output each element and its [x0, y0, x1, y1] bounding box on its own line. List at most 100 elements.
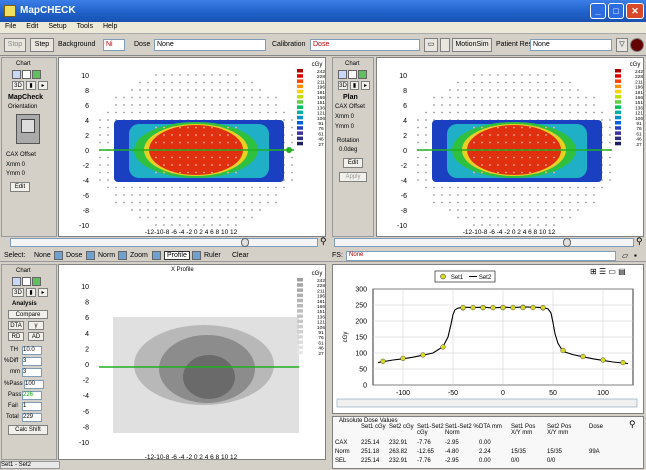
detector-dot [107, 171, 109, 174]
zoom-icon[interactable]: ⚲ [636, 236, 643, 246]
record-icon[interactable] [630, 38, 644, 52]
view-icon[interactable]: ▮ [26, 81, 36, 90]
minimize-button[interactable]: _ [590, 3, 606, 19]
detector-dot [513, 201, 515, 204]
close-button[interactable]: ✕ [626, 3, 644, 19]
scroll-thumb[interactable] [563, 238, 571, 247]
expand-icon[interactable]: ⊞ [590, 267, 597, 276]
3d-button[interactable]: 3D [338, 81, 348, 90]
table-icon[interactable] [348, 70, 357, 79]
folder-icon[interactable]: ▱ [622, 251, 629, 260]
patient-field[interactable]: None [530, 39, 612, 51]
stop-button[interactable]: Stop [4, 38, 26, 52]
ad-button[interactable]: AD [28, 332, 44, 341]
save-icon[interactable]: ▪ [634, 251, 637, 260]
menu-setup[interactable]: Setup [48, 23, 67, 30]
difference-map-panel[interactable]: X Profile 10 8 6 4 2 0 -2 -4 -6 -8 -10 -12-10-8 -6 … [58, 264, 326, 461]
calibration-field[interactable]: Dose [310, 39, 420, 51]
grid-icon[interactable] [12, 70, 21, 79]
open-folder-icon[interactable]: ▭ [424, 38, 438, 52]
filter-icon[interactable]: ▽ [616, 38, 628, 52]
mm-field[interactable]: 3 [22, 368, 42, 377]
pass-pct-field[interactable]: 100 [24, 380, 44, 389]
gamma-button[interactable]: γ [28, 321, 44, 330]
edit-button[interactable]: Edit [10, 182, 30, 192]
view-icon[interactable]: ▮ [26, 288, 36, 297]
list-icon[interactable]: ☰ [598, 267, 607, 276]
select-dose[interactable]: Dose [66, 252, 83, 259]
menu-file[interactable]: File [5, 23, 17, 30]
dose-map-1: 10 8 6 4 2 0 -2 -4 -6 -8 -10 -12-10-8 -6 -4 -2 0 2 … [79, 62, 325, 236]
view-icon[interactable]: ▮ [350, 81, 359, 90]
background-field[interactable]: Ni [103, 39, 125, 51]
3d-button[interactable]: 3D [12, 288, 24, 297]
scroll-thumb[interactable] [241, 238, 249, 247]
legend-value: 61 [636, 131, 642, 137]
map-panel-1[interactable]: 10 8 6 4 2 0 -2 -4 -6 -8 -10 -12-10-8 -6 -4 -2 0 2 … [58, 57, 326, 237]
menu-edit[interactable]: Edit [26, 23, 39, 30]
dose-icon[interactable] [54, 251, 63, 260]
y-tick-label: -4 [401, 178, 407, 185]
maximize-button[interactable]: □ [608, 3, 624, 19]
select-norm[interactable]: Norm [98, 252, 116, 259]
window-icon[interactable]: ▭ [608, 267, 616, 276]
rd-button[interactable]: RD [8, 332, 24, 341]
color-icon[interactable] [358, 70, 367, 79]
color-icon[interactable] [32, 277, 41, 286]
select-clear[interactable]: Clear [232, 252, 249, 259]
side-icon[interactable]: ▸ [361, 81, 370, 90]
table-icon[interactable] [22, 70, 31, 79]
profile-icon[interactable] [152, 251, 161, 260]
apply-button[interactable]: Apply [339, 172, 367, 182]
compare-button[interactable]: Compare [8, 310, 48, 319]
detector-dot [195, 96, 197, 99]
select-none[interactable]: None [34, 252, 51, 259]
table-icon[interactable] [22, 277, 31, 286]
detector-dot [417, 119, 419, 121]
grid-icon[interactable] [12, 277, 21, 286]
legend-value: 166 [635, 95, 643, 101]
calc-shift-button[interactable]: Calc Shift [8, 425, 48, 435]
scrollbar-right[interactable] [334, 238, 634, 247]
detector-dot [131, 186, 133, 189]
side-icon[interactable]: ▸ [38, 288, 48, 297]
fs-field[interactable]: None [346, 251, 616, 261]
zoom-icon[interactable]: ⚲ [320, 236, 327, 246]
detector-dot [553, 171, 555, 174]
dose-select[interactable]: None [154, 39, 266, 51]
color-icon[interactable] [32, 70, 41, 79]
detector-dot [457, 186, 459, 189]
motionsim-button[interactable]: MotionSim [452, 38, 492, 52]
3d-button[interactable]: 3D [12, 81, 24, 90]
step-button[interactable]: Step [30, 38, 54, 52]
detector-dot [473, 104, 475, 106]
select-profile[interactable]: Profile [164, 251, 190, 260]
grid-icon[interactable] [338, 70, 347, 79]
legend-swatch [615, 74, 621, 78]
detector-dot [561, 216, 563, 219]
detector-dot [553, 224, 555, 226]
difference-map: 10 8 6 4 2 0 -2 -4 -6 -8 -10 -12-10-8 -6 -4 -2 0 2 … [79, 271, 325, 461]
pct-diff-field[interactable]: 3 [22, 357, 42, 366]
map-panel-2[interactable]: 10 8 6 4 2 0 -2 -4 -6 -8 -10 -12-10-8 -6 -4 -2 0 2 … [376, 57, 644, 237]
zoom-tool-icon[interactable] [118, 251, 127, 260]
print-icon[interactable]: ▤ [618, 267, 626, 276]
edit-button[interactable]: Edit [343, 158, 363, 168]
norm-icon[interactable] [86, 251, 95, 260]
detector-dot [497, 89, 499, 91]
detector-dot [481, 141, 483, 144]
th-field[interactable]: 10.0 [22, 346, 42, 355]
menu-help[interactable]: Help [102, 23, 118, 30]
scrollbar-left[interactable] [10, 238, 318, 247]
detector-dot [537, 156, 539, 159]
side-icon[interactable]: ▸ [38, 81, 48, 90]
table-cell: 15/35 [547, 449, 563, 455]
select-ruler[interactable]: Ruler [204, 252, 221, 259]
zoom-icon[interactable]: ⚲ [629, 419, 636, 429]
small-button[interactable] [440, 38, 450, 52]
ruler-icon[interactable] [192, 251, 201, 260]
dta-button[interactable]: DTA [8, 321, 24, 330]
select-zoom[interactable]: Zoom [130, 252, 148, 259]
profile-chart-panel[interactable]: 050100150200250300-100-50050100X(mm)cGyS… [332, 264, 644, 414]
menu-tools[interactable]: Tools [76, 23, 93, 30]
